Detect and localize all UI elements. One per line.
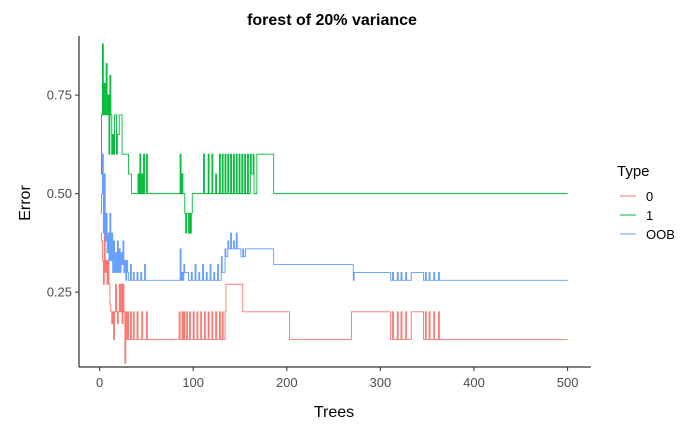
series-line-1 bbox=[100, 43, 568, 234]
y-tick-label: 0.50 bbox=[47, 186, 72, 201]
y-tick-label: 0.25 bbox=[47, 285, 72, 300]
y-tick-label: 0.75 bbox=[47, 88, 72, 103]
x-tick-label: 0 bbox=[96, 375, 103, 390]
y-axis-ticks: 0.25 0.50 0.75 bbox=[47, 88, 79, 300]
x-tick-label: 200 bbox=[276, 375, 298, 390]
legend-label-1: 1 bbox=[646, 208, 653, 223]
chart-title: forest of 20% variance bbox=[247, 12, 417, 29]
legend-title: Type bbox=[617, 163, 650, 180]
y-axis-title: Error bbox=[17, 185, 34, 221]
series-line-oob bbox=[100, 153, 568, 281]
x-axis-title: Trees bbox=[314, 404, 354, 421]
legend-label-0: 0 bbox=[646, 189, 653, 204]
x-tick-label: 300 bbox=[370, 375, 392, 390]
x-tick-label: 100 bbox=[182, 375, 204, 390]
series-layer bbox=[100, 43, 568, 364]
legend-label-oob: OOB bbox=[646, 227, 675, 242]
x-tick-label: 500 bbox=[557, 375, 579, 390]
x-tick-label: 400 bbox=[463, 375, 485, 390]
legend-items: 0 1 OOB bbox=[620, 189, 675, 242]
series-line-0 bbox=[100, 232, 568, 364]
legend: Type 0 1 OOB bbox=[617, 163, 675, 242]
x-axis-ticks: 0 100 200 300 400 500 bbox=[96, 367, 578, 390]
